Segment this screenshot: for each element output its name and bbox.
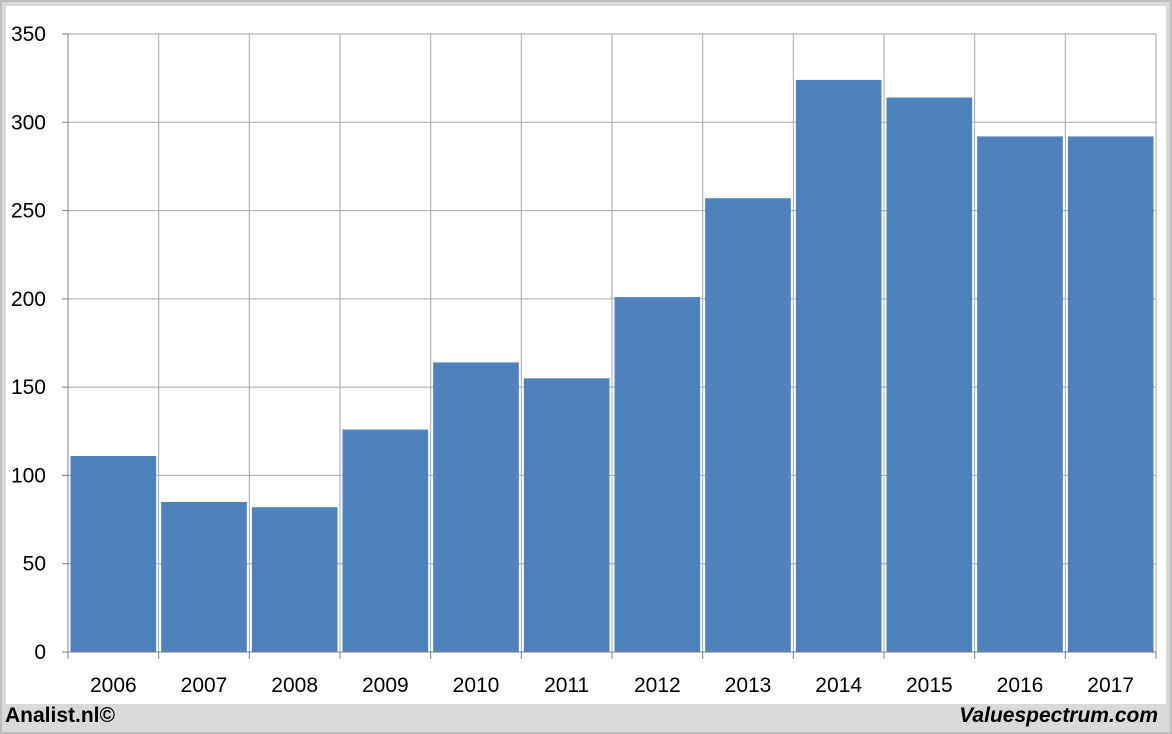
y-tick-label: 250	[11, 200, 46, 223]
bar-2008	[251, 507, 338, 652]
bar-2012	[614, 297, 701, 652]
bar-2006	[70, 456, 157, 652]
y-tick-labels: 0 50 100 150 200 250 300 350	[11, 23, 46, 664]
bar-2016	[977, 136, 1063, 652]
x-tick-label: 2016	[997, 674, 1044, 697]
x-tick-label: 2013	[725, 674, 772, 697]
x-tick-label: 2011	[544, 674, 589, 697]
y-tick-label: 350	[11, 23, 46, 46]
gridlines	[68, 33, 1157, 652]
site-credit: Valuespectrum.com	[959, 704, 1158, 727]
x-tick-label: 2010	[453, 674, 500, 697]
x-tick-label: 2015	[906, 674, 953, 697]
bars	[70, 79, 1154, 652]
bar-2014	[795, 79, 882, 652]
y-tick-label: 100	[11, 464, 46, 487]
y-tick-label: 200	[11, 288, 46, 311]
bar-2017	[1067, 136, 1154, 652]
bar-2007	[161, 501, 247, 652]
y-tick-label: 300	[11, 111, 46, 134]
x-tick-label: 2012	[634, 674, 681, 697]
bar-2011	[523, 378, 610, 652]
bar-2009	[342, 429, 429, 652]
bar-2010	[433, 362, 519, 652]
y-tick-label: 0	[34, 641, 46, 664]
source-credit: Analist.nl©	[5, 704, 115, 727]
bar-2015	[886, 97, 973, 652]
x-tick-label: 2014	[815, 674, 862, 697]
axes	[62, 33, 1157, 659]
x-tick-labels: 2006 2007 2008 2009 2010 2011 2012 2013 2014 2015…	[90, 674, 1134, 697]
y-tick-label: 50	[23, 553, 46, 576]
y-tick-label: 150	[11, 376, 46, 399]
x-tick-label: 2008	[271, 674, 318, 697]
x-tick-label: 2007	[181, 674, 228, 697]
x-tick-label: 2006	[90, 674, 137, 697]
x-tick-label: 2017	[1087, 674, 1134, 697]
x-tick-label: 2009	[362, 674, 409, 697]
bar-2013	[705, 198, 791, 652]
